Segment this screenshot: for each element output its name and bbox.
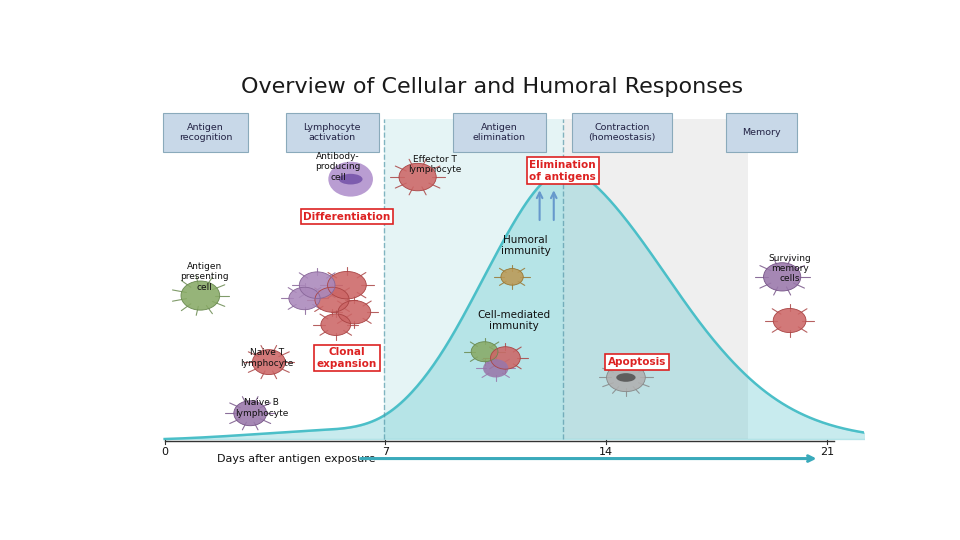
Ellipse shape bbox=[338, 301, 371, 324]
Ellipse shape bbox=[300, 272, 335, 299]
Text: Clonal
expansion: Clonal expansion bbox=[317, 347, 377, 369]
Text: Cell-mediated
immunity: Cell-mediated immunity bbox=[478, 310, 551, 332]
Text: Memory: Memory bbox=[742, 128, 780, 137]
Text: Antibody-
producing
cell: Antibody- producing cell bbox=[315, 152, 361, 181]
Bar bbox=[384, 119, 563, 439]
Text: Overview of Cellular and Humoral Responses: Overview of Cellular and Humoral Respons… bbox=[241, 77, 743, 97]
Ellipse shape bbox=[315, 287, 349, 312]
Text: Antigen
recognition: Antigen recognition bbox=[179, 123, 232, 142]
Text: 0: 0 bbox=[161, 447, 168, 457]
Bar bbox=[563, 119, 748, 439]
Ellipse shape bbox=[327, 272, 367, 299]
Ellipse shape bbox=[339, 174, 363, 185]
Text: Lymphocyte
activation: Lymphocyte activation bbox=[303, 123, 361, 142]
FancyBboxPatch shape bbox=[285, 113, 378, 152]
Ellipse shape bbox=[328, 161, 372, 197]
Ellipse shape bbox=[773, 308, 806, 333]
Ellipse shape bbox=[607, 363, 645, 392]
Text: Humoral
immunity: Humoral immunity bbox=[500, 235, 550, 256]
FancyBboxPatch shape bbox=[453, 113, 546, 152]
Text: Naive B
lymphocyte: Naive B lymphocyte bbox=[234, 398, 288, 417]
Text: 14: 14 bbox=[599, 447, 613, 457]
Ellipse shape bbox=[234, 401, 267, 426]
Text: Contraction
(homeostasis): Contraction (homeostasis) bbox=[588, 123, 656, 142]
Text: Differentiation: Differentiation bbox=[303, 212, 391, 221]
Text: Elimination
of antigens: Elimination of antigens bbox=[529, 160, 596, 181]
Ellipse shape bbox=[181, 281, 220, 310]
Ellipse shape bbox=[471, 342, 498, 362]
Ellipse shape bbox=[616, 373, 636, 382]
Text: Antigen
elimination: Antigen elimination bbox=[473, 123, 526, 142]
Ellipse shape bbox=[321, 314, 350, 335]
Text: 21: 21 bbox=[820, 447, 834, 457]
FancyBboxPatch shape bbox=[163, 113, 249, 152]
Text: Surviving
memory
cells: Surviving memory cells bbox=[768, 254, 811, 284]
Ellipse shape bbox=[289, 287, 320, 310]
Ellipse shape bbox=[483, 359, 509, 377]
Ellipse shape bbox=[763, 263, 801, 291]
Text: Days after antigen exposure: Days after antigen exposure bbox=[217, 454, 375, 463]
FancyBboxPatch shape bbox=[726, 113, 797, 152]
Text: Antigen
presenting
cell: Antigen presenting cell bbox=[180, 262, 228, 292]
Text: 7: 7 bbox=[382, 447, 389, 457]
Ellipse shape bbox=[491, 347, 520, 369]
Ellipse shape bbox=[399, 163, 436, 191]
Text: Naive T
lymphocyte: Naive T lymphocyte bbox=[240, 348, 293, 368]
Text: Apoptosis: Apoptosis bbox=[608, 357, 666, 367]
FancyBboxPatch shape bbox=[572, 113, 672, 152]
Text: Effector T
lymphocyte: Effector T lymphocyte bbox=[408, 155, 462, 174]
Ellipse shape bbox=[501, 268, 523, 285]
Ellipse shape bbox=[252, 349, 285, 375]
